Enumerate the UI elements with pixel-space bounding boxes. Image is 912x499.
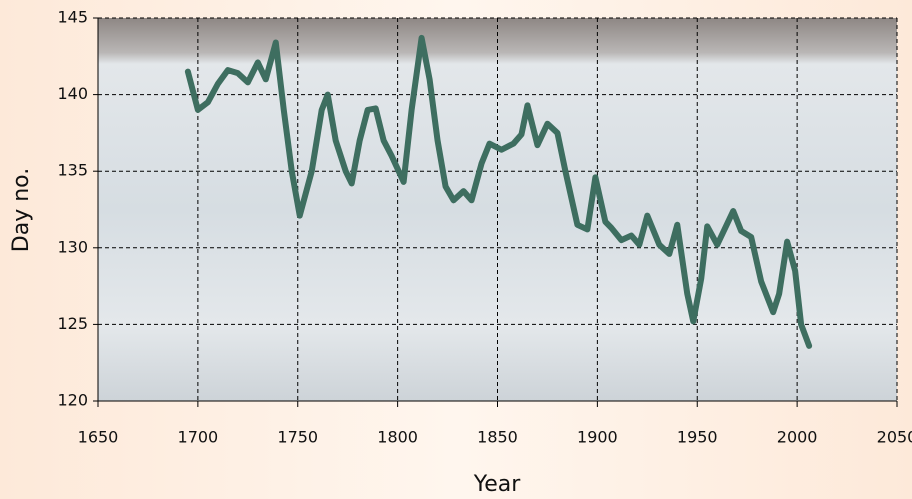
x-tick-label: 1800 [377,428,418,447]
y-axis-title: Day no. [9,168,34,252]
x-tick-label: 1700 [178,428,219,447]
x-tick-label: 2000 [777,428,818,447]
x-tick-label: 1650 [78,428,119,447]
x-tick-label: 1950 [677,428,718,447]
x-axis-title: Year [473,472,522,497]
x-tick-label: 1750 [277,428,318,447]
x-tick-label: 2050 [877,428,912,447]
x-tick-label: 1850 [477,428,518,447]
x-tick-label: 1900 [577,428,618,447]
y-tick-label: 140 [57,84,88,103]
data-line [184,34,813,349]
y-tick-label: 125 [57,314,88,333]
y-tick-label: 135 [57,161,88,180]
y-tick-label: 145 [57,8,88,27]
y-tick-label: 120 [57,391,88,410]
y-tick-label: 130 [57,237,88,256]
